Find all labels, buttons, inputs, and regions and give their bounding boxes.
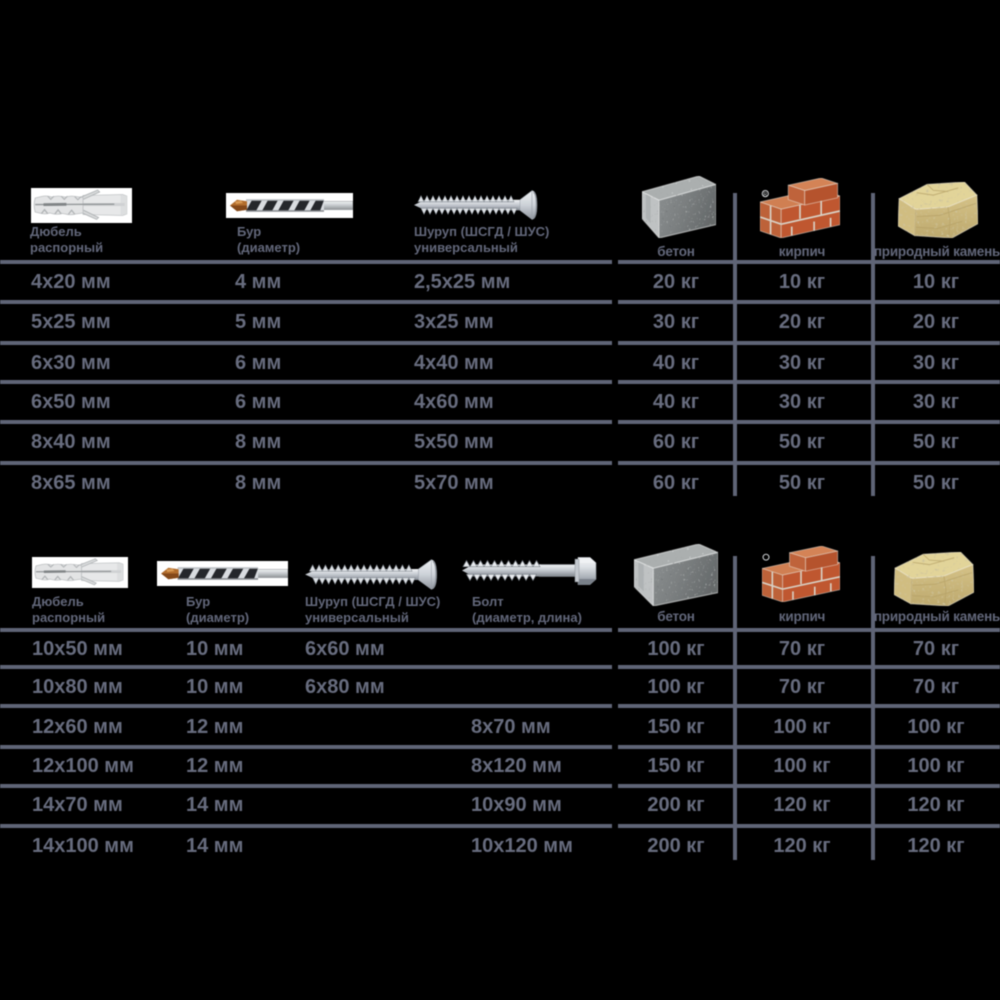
svg-text:R: R (763, 192, 767, 198)
